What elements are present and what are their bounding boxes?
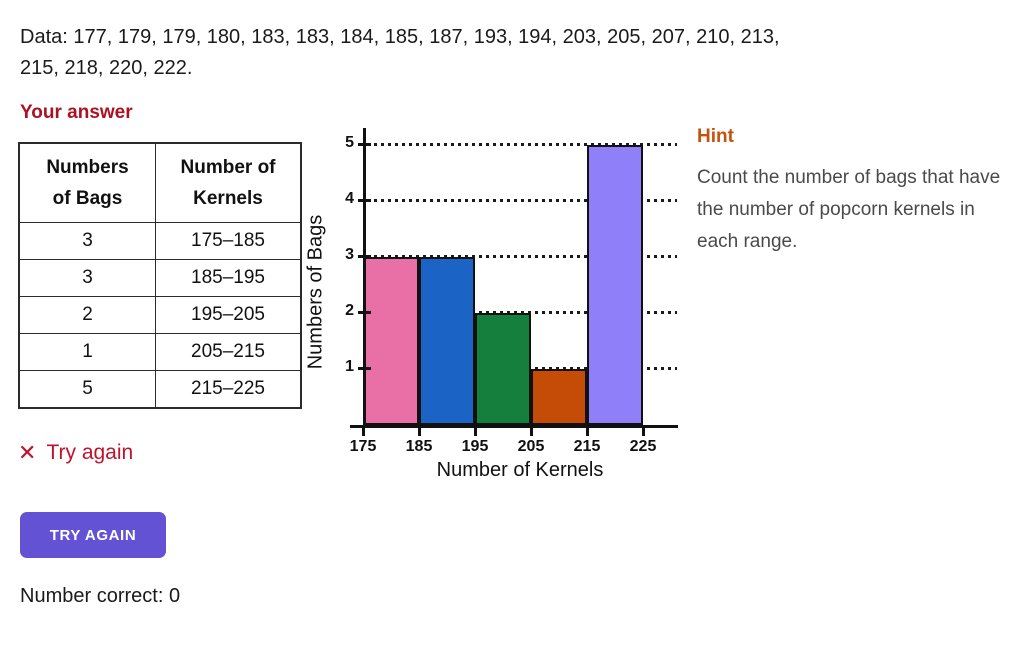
table-row: 3 185–195: [18, 259, 302, 297]
range-cell: 205–215: [155, 333, 302, 371]
bags-cell: 1: [18, 333, 156, 371]
feedback-try-again: ✕ Try again: [18, 441, 133, 465]
score-value: 0: [168, 585, 181, 607]
your-answer-heading: Your answer: [20, 102, 133, 123]
table-row: 2 195–205: [18, 296, 302, 334]
data-list-text: Data: 177, 179, 179, 180, 183, 183, 184,…: [20, 26, 780, 79]
y-axis-line: [363, 128, 366, 428]
x-tick-225: [642, 425, 645, 436]
range-cell: 215–225: [155, 370, 302, 409]
range-cell: 195–205: [155, 296, 302, 334]
range-cell: 185–195: [155, 259, 302, 297]
x-tick-label-175: 175: [349, 438, 377, 455]
x-tick-label-195: 195: [461, 438, 489, 455]
header-number-of-kernels: Number of Kernels: [155, 142, 302, 223]
hint-box: Hint Count the number of bags that have …: [697, 126, 1019, 258]
y-tick-label-4: 4: [345, 190, 354, 207]
histogram-bar-3: [531, 369, 587, 425]
histogram-chart: Numbers of Bags Number of Kernels 1 2 3 4 5 1…: [300, 118, 730, 498]
x-tick-label-225: 225: [629, 438, 657, 455]
y-tick-label-2: 2: [345, 302, 354, 319]
histogram-bar-4: [587, 145, 643, 425]
x-tick-label-205: 205: [517, 438, 545, 455]
x-tick-175: [362, 425, 365, 436]
histogram-bar-2: [475, 313, 531, 425]
x-tick-205: [530, 425, 533, 436]
x-tick-215: [586, 425, 589, 436]
table-header-row: Numbers of Bags Number of Kernels: [18, 142, 302, 223]
y-tick-label-5: 5: [345, 134, 354, 151]
score-label: Number correct:: [20, 585, 164, 607]
bags-cell: 5: [18, 370, 156, 409]
y-tick-5: [358, 143, 371, 146]
y-tick-1: [358, 367, 371, 370]
score-text: Number correct: 0: [20, 585, 180, 608]
header-numbers-of-bags: Numbers of Bags: [18, 142, 156, 223]
gridline-2: [367, 311, 677, 314]
hint-body: Count the number of bags that have the n…: [697, 167, 1001, 252]
y-axis-label: Numbers of Bags: [304, 214, 327, 370]
y-tick-label-1: 1: [345, 358, 354, 375]
hint-title: Hint: [697, 126, 734, 147]
table-row: 5 215–225: [18, 370, 302, 409]
bags-cell: 3: [18, 259, 156, 297]
table-row: 3 175–185: [18, 222, 302, 260]
table-row: 1 205–215: [18, 333, 302, 371]
y-tick-3: [358, 255, 371, 258]
x-tick-label-185: 185: [405, 438, 433, 455]
gridline-4: [367, 199, 677, 202]
range-cell: 175–185: [155, 222, 302, 260]
bags-cell: 3: [18, 222, 156, 260]
y-tick-4: [358, 199, 371, 202]
try-again-button[interactable]: TRY AGAIN: [20, 512, 166, 558]
feedback-label: Try again: [46, 441, 134, 464]
bags-cell: 2: [18, 296, 156, 334]
y-tick-label-3: 3: [345, 246, 354, 263]
gridline-3: [367, 255, 677, 258]
x-tick-185: [418, 425, 421, 436]
histogram-bar-0: [363, 257, 419, 425]
answer-table: Numbers of Bags Number of Kernels 3 175–1…: [18, 142, 302, 409]
x-tick-label-215: 215: [573, 438, 601, 455]
y-tick-2: [358, 311, 371, 314]
gridline-5: [367, 143, 677, 146]
x-axis-line: [350, 425, 678, 428]
x-tick-195: [474, 425, 477, 436]
histogram-bar-1: [419, 257, 475, 425]
x-axis-label: Number of Kernels: [436, 459, 604, 481]
incorrect-x-icon: ✕: [18, 440, 37, 465]
